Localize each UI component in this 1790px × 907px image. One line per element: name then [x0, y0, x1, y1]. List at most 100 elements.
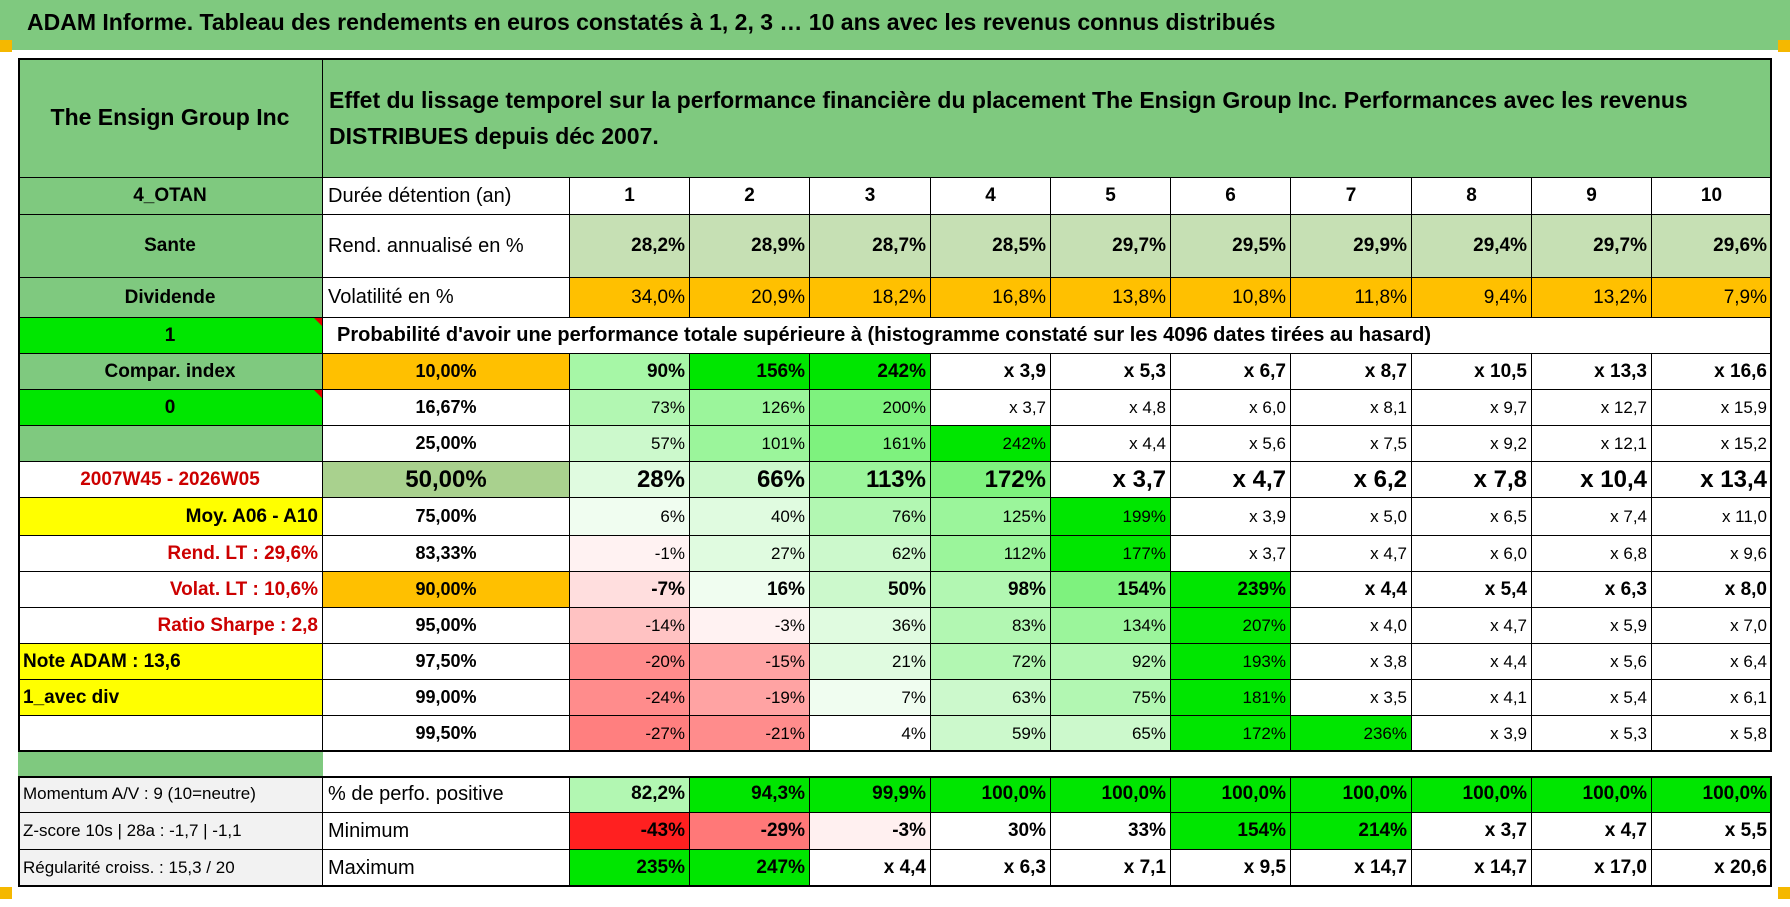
stat-value: x 20,6	[1652, 850, 1772, 887]
performance-value: x 16,6	[1652, 354, 1772, 390]
performance-value: x 15,9	[1652, 390, 1772, 426]
sharpe-ratio: Ratio Sharpe : 2,8	[18, 608, 323, 644]
volatility-value: 10,8%	[1171, 278, 1291, 318]
stat-value: 30%	[931, 813, 1051, 850]
performance-value: 236%	[1291, 716, 1412, 752]
performance-value: x 7,4	[1532, 498, 1652, 536]
performance-value: x 12,7	[1532, 390, 1652, 426]
performance-value: 242%	[931, 426, 1051, 462]
percentile-threshold: 95,00%	[323, 608, 570, 644]
volatility-value: 18,2%	[810, 278, 931, 318]
performance-value: x 4,7	[1291, 536, 1412, 572]
category-code: 4_OTAN	[18, 178, 323, 215]
year-header: 10	[1652, 178, 1772, 215]
performance-value: -14%	[570, 608, 690, 644]
annual-return-value: 28,7%	[810, 215, 931, 278]
percentile-threshold: 25,00%	[323, 426, 570, 462]
annual-return-value: 29,6%	[1652, 215, 1772, 278]
stat-label: % de perfo. positive	[323, 776, 570, 813]
performance-value: x 6,0	[1412, 536, 1532, 572]
performance-value: x 5,6	[1171, 426, 1291, 462]
performance-value: 134%	[1051, 608, 1171, 644]
stat-value: 247%	[690, 850, 810, 887]
spacer	[323, 752, 1772, 776]
performance-value: 193%	[1171, 644, 1291, 680]
performance-value: x 13,4	[1652, 462, 1772, 498]
income-type-label: Dividende	[18, 278, 323, 318]
performance-value: 172%	[1171, 716, 1291, 752]
stat-label: Minimum	[323, 813, 570, 850]
performance-value: -7%	[570, 572, 690, 608]
percentile-threshold: 90,00%	[323, 572, 570, 608]
performance-value: 181%	[1171, 680, 1291, 716]
year-header: 3	[810, 178, 931, 215]
performance-value: x 15,2	[1652, 426, 1772, 462]
performance-value: x 4,7	[1412, 608, 1532, 644]
performance-value: -20%	[570, 644, 690, 680]
variant-label: 1_avec div	[18, 680, 323, 716]
stat-label: Maximum	[323, 850, 570, 887]
performance-value: x 8,0	[1652, 572, 1772, 608]
probability-caption: Probabilité d'avoir une performance tota…	[323, 318, 1652, 354]
performance-value: x 5,9	[1532, 608, 1652, 644]
stat-value: 100,0%	[931, 776, 1051, 813]
year-header: 6	[1171, 178, 1291, 215]
compare-index-flag: 0	[18, 390, 323, 426]
performance-value: x 3,7	[1051, 462, 1171, 498]
performance-value: x 7,0	[1652, 608, 1772, 644]
performance-value: x 5,6	[1532, 644, 1652, 680]
stat-value: 33%	[1051, 813, 1171, 850]
performance-value: 21%	[810, 644, 931, 680]
performance-value: 83%	[931, 608, 1051, 644]
stat-value: x 4,4	[810, 850, 931, 887]
performance-value: 90%	[570, 354, 690, 390]
corner-marker	[1778, 40, 1790, 52]
annual-return-value: 28,9%	[690, 215, 810, 278]
stat-value: 100,0%	[1532, 776, 1652, 813]
annual-return-value: 29,5%	[1171, 215, 1291, 278]
annual-return-value: 29,9%	[1291, 215, 1412, 278]
performance-value: x 4,1	[1412, 680, 1532, 716]
performance-value: 62%	[810, 536, 931, 572]
performance-value: 98%	[931, 572, 1051, 608]
table-cell	[18, 426, 323, 462]
performance-value: x 6,5	[1412, 498, 1532, 536]
percentile-threshold: 83,33%	[323, 536, 570, 572]
stat-value: x 14,7	[1291, 850, 1412, 887]
stat-value: x 5,5	[1652, 813, 1772, 850]
performance-value: 172%	[931, 462, 1051, 498]
corner-marker	[0, 887, 12, 899]
performance-value: 63%	[931, 680, 1051, 716]
report-header-bar: ADAM Informe. Tableau des rendements en …	[0, 0, 1790, 50]
performance-value: x 12,1	[1532, 426, 1652, 462]
performance-value: -21%	[690, 716, 810, 752]
stat-value: 94,3%	[690, 776, 810, 813]
performance-value: x 6,7	[1171, 354, 1291, 390]
volatility-value: 20,9%	[690, 278, 810, 318]
performance-value: x 5,3	[1532, 716, 1652, 752]
table-description: Effet du lissage temporel sur la perform…	[323, 58, 1772, 178]
indicator-label: Momentum A/V : 9 (10=neutre)	[18, 776, 323, 813]
performance-value: 66%	[690, 462, 810, 498]
performance-value: 40%	[690, 498, 810, 536]
performance-value: 239%	[1171, 572, 1291, 608]
performance-value: x 3,8	[1291, 644, 1412, 680]
performance-value: 73%	[570, 390, 690, 426]
performance-value: x 6,2	[1291, 462, 1412, 498]
stat-value: 100,0%	[1171, 776, 1291, 813]
performance-value: -3%	[690, 608, 810, 644]
stat-value: 100,0%	[1412, 776, 1532, 813]
option-flag: 1	[18, 318, 323, 354]
performance-value: x 4,4	[1051, 426, 1171, 462]
performance-value: x 4,4	[1291, 572, 1412, 608]
performance-value: -19%	[690, 680, 810, 716]
performance-value: x 6,8	[1532, 536, 1652, 572]
performance-value: x 11,0	[1652, 498, 1772, 536]
stat-value: 154%	[1171, 813, 1291, 850]
performance-value: 156%	[690, 354, 810, 390]
performance-value: x 6,1	[1652, 680, 1772, 716]
stat-value: x 3,7	[1412, 813, 1532, 850]
performance-value: 200%	[810, 390, 931, 426]
performance-value: 113%	[810, 462, 931, 498]
year-header: 8	[1412, 178, 1532, 215]
